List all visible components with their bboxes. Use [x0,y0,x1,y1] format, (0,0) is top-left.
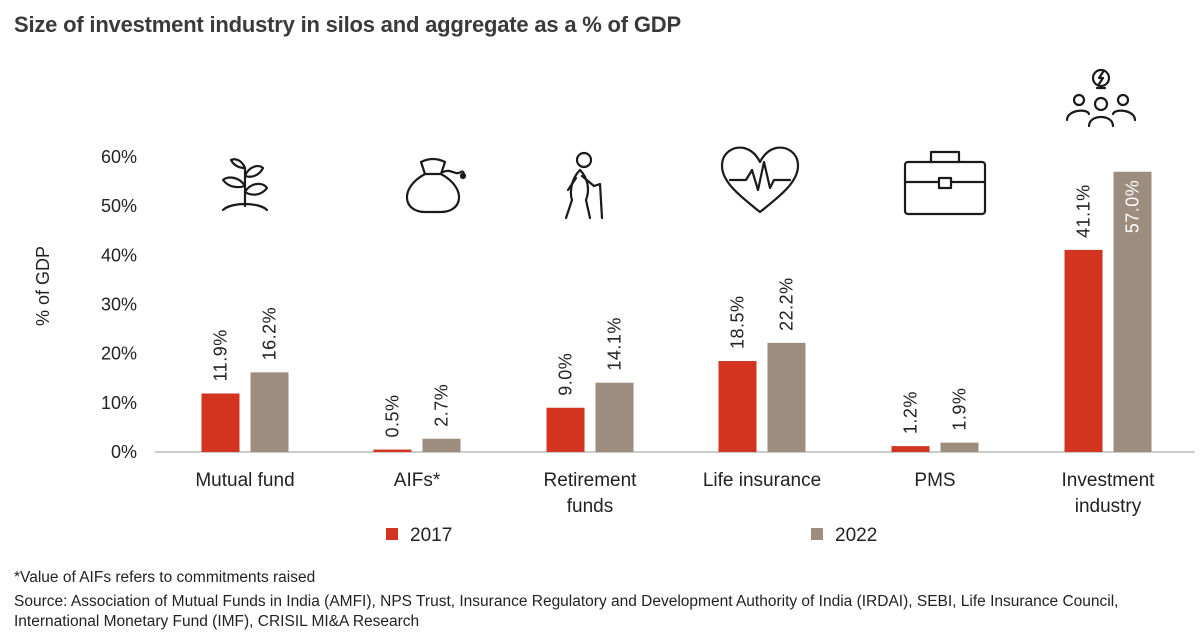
briefcase-icon [903,150,987,216]
plant-icon [221,158,269,212]
bar-2022-3 [767,342,806,452]
y-tick-label: 20% [101,344,137,364]
people-idea-icon [1065,68,1137,128]
data-label: 41.1% [1074,184,1094,238]
bar-2022-0 [250,372,289,452]
category-label: PMS [914,470,955,491]
bar-2017-3 [718,361,757,452]
y-tick-label: 40% [101,245,137,265]
data-label: 9.0% [556,353,576,396]
bar-2022-5 [1113,171,1152,452]
y-tick-label: 10% [101,393,137,413]
footnote-note: *Value of AIFs refers to commitments rai… [14,569,316,586]
bar-2022-4 [940,442,979,452]
bar-2022-1 [422,438,461,452]
data-label: 11.9% [211,329,231,381]
legend-label-2022: 2022 [835,525,877,546]
data-label: 1.2% [901,391,921,434]
y-tick-label: 50% [101,196,137,216]
category-label: funds [567,496,613,517]
bar-2017-1 [373,449,412,452]
legend-label-2017: 2017 [410,525,452,546]
legend-swatch-2022 [811,528,823,540]
category-label: Mutual fund [195,470,294,491]
y-tick-label: 60% [101,147,137,167]
legend-swatch-2017 [386,528,398,540]
data-label: 18.5% [728,295,748,349]
bar-2017-2 [546,407,585,452]
y-tick-label: 0% [111,442,137,462]
chart-title: Size of investment industry in silos and… [14,12,681,37]
y-tick-label: 30% [101,295,137,315]
data-label: 0.5% [383,395,403,438]
bar-chart: 0% 10% 20% 30% 40% 50% 60% % of GDP 11.9% 0.5% 9.0… [33,68,1195,546]
data-label: 14.1% [605,317,625,371]
bar-2017-4 [891,446,930,452]
heartbeat-icon [720,146,800,214]
money-bag-icon [405,157,467,214]
data-label: 57.0% [1123,180,1143,234]
category-label: Retirement [544,470,638,491]
bar-2017-0 [201,393,240,452]
y-axis-label: % of GDP [33,246,53,326]
bar-2017-5 [1064,249,1103,452]
data-label: 1.9% [950,388,970,431]
bar-2022-2 [595,382,634,452]
category-label: Investment [1062,470,1156,491]
data-label: 2.7% [432,384,452,427]
footnote-source: Source: Association of Mutual Funds in I… [14,593,1119,630]
data-label: 22.2% [777,277,797,331]
category-label: AIFs* [394,470,441,491]
category-label: Life insurance [703,470,821,491]
category-label: industry [1075,496,1142,517]
data-label: 16.2% [260,307,280,361]
elderly-person-icon [564,151,604,220]
